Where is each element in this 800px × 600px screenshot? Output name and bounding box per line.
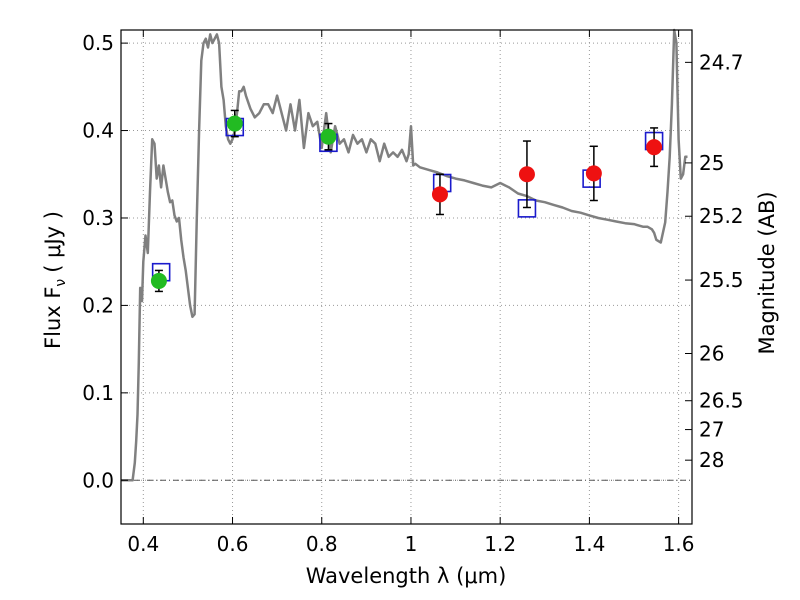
y-tick-label: 0.1 xyxy=(82,381,114,405)
y-tick-label: 0.3 xyxy=(82,206,114,230)
x-tick-label: 1.4 xyxy=(573,532,605,556)
y2-axis-ticks: 24.7 25 25.2 25.5 26 26.5 27 28 xyxy=(685,50,744,472)
y2-tick-label: 25.5 xyxy=(699,268,744,292)
x-axis-label: Wavelength λ (μm) xyxy=(306,564,507,588)
optical-data-point xyxy=(226,115,243,132)
y-tick-label: 0.4 xyxy=(82,119,114,143)
y2-tick-label: 26.5 xyxy=(699,389,744,413)
y-axis-label-group: Flux Fν ( μJy ) xyxy=(41,211,69,349)
y-tick-label: 0.2 xyxy=(82,293,114,317)
y2-tick-label: 26 xyxy=(699,342,724,366)
y-tick-label: 0.5 xyxy=(82,31,114,55)
x-tick-label: 1 xyxy=(405,532,418,556)
y-axis-label-units: ( μJy ) xyxy=(41,211,65,273)
near-IR-data-point xyxy=(431,186,448,203)
y2-tick-label: 27 xyxy=(699,418,724,442)
y-tick-label: 0.0 xyxy=(82,468,114,492)
x-axis-ticks: 0.4 0.6 0.8 1 1.2 1.4 1.6 xyxy=(127,30,695,556)
y2-tick-label: 25.2 xyxy=(699,204,744,228)
near-IR-data-point xyxy=(585,165,602,182)
model-sed-curve xyxy=(121,28,688,482)
y-axis-ticks: 0.0 0.1 0.2 0.3 0.4 0.5 xyxy=(82,31,128,492)
y2-tick-label: 25 xyxy=(699,151,724,175)
x-tick-label: 1.6 xyxy=(663,532,695,556)
near-IR-data-point xyxy=(518,166,535,183)
x-tick-label: 0.8 xyxy=(306,532,338,556)
x-tick-label: 0.4 xyxy=(127,532,159,556)
data-points xyxy=(150,109,664,293)
y-axis-label-sub: ν xyxy=(53,279,69,287)
y2-tick-label: 24.7 xyxy=(699,50,744,74)
y-axis-label-main: Flux F xyxy=(41,287,65,349)
optical-data-point xyxy=(150,272,167,289)
optical-data-point xyxy=(320,128,337,145)
near-IR-data-point xyxy=(646,139,663,156)
y2-tick-label: 28 xyxy=(699,448,724,472)
plot-frame xyxy=(120,29,693,525)
model-sed xyxy=(121,28,688,482)
y2-axis-label: Magnitude (AB) xyxy=(755,191,779,354)
y-axis-label: Flux Fν ( μJy ) xyxy=(41,211,69,349)
grid xyxy=(121,30,692,524)
x-tick-label: 1.2 xyxy=(484,532,516,556)
x-tick-label: 0.6 xyxy=(217,532,249,556)
